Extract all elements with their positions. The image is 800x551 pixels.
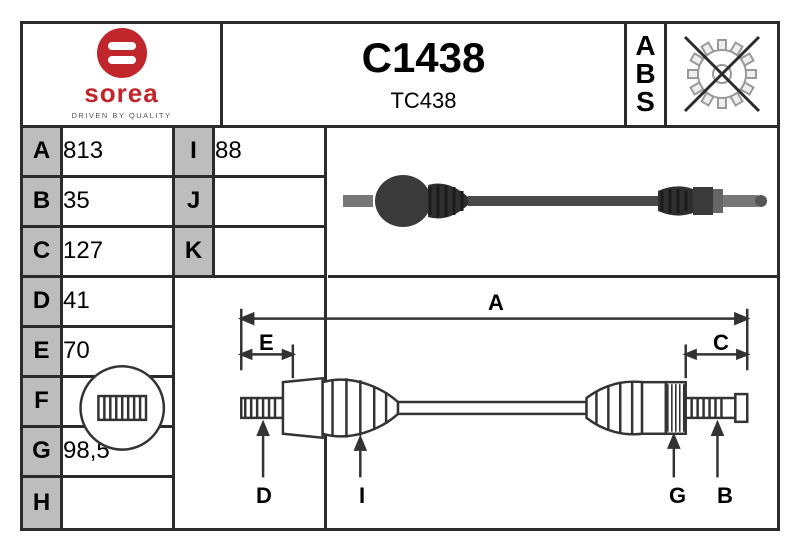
dim-label-A: A [488, 290, 504, 316]
spec-letter-A: A [23, 128, 63, 175]
header-row: sorea DRIVEN BY QUALITY C1438 TC438 A B … [23, 24, 777, 128]
spec-value-B: 35 [63, 187, 172, 215]
dim-label-B: B [717, 483, 733, 509]
dimension-diagram-svg [23, 278, 777, 528]
dim-label-C: C [713, 330, 729, 356]
spec-card: sorea DRIVEN BY QUALITY C1438 TC438 A B … [20, 21, 780, 531]
brand-logo-cell: sorea DRIVEN BY QUALITY [23, 24, 223, 125]
spec-letter-K: K [175, 228, 215, 275]
dim-label-I: I [359, 483, 365, 509]
spec-letter-B: B [23, 178, 63, 225]
brand-tagline: DRIVEN BY QUALITY [72, 111, 172, 120]
spec-letter-C: C [23, 228, 63, 275]
spec-letter-J: J [175, 178, 215, 225]
part-title-cell: C1438 TC438 [223, 24, 627, 125]
abs-gear-icon-cell [667, 24, 777, 125]
dim-label-D: D [256, 483, 272, 509]
abs-label-cell: A B S [627, 24, 667, 125]
brand-logo-icon [97, 28, 147, 78]
spec-value-A: 813 [63, 137, 172, 165]
figures-area: A E C D I G B [328, 128, 777, 528]
spec-value-C: 127 [63, 237, 172, 265]
part-number: C1438 [362, 34, 486, 82]
crossed-gear-icon [677, 29, 767, 119]
abs-letter-s: S [636, 88, 655, 116]
abs-letter-a: A [635, 32, 655, 60]
dimension-diagram: A E C D I G B [23, 278, 777, 528]
abs-letter-b: B [635, 60, 655, 88]
dim-label-G: G [669, 483, 686, 509]
alt-part-number: TC438 [390, 88, 456, 114]
drive-shaft-photo-icon [338, 141, 768, 261]
lower-area: A B C D E F G H 813 35 127 41 70 98,5 [23, 128, 777, 528]
spec-letter-I: I [175, 128, 215, 175]
brand-name: sorea [84, 78, 158, 109]
spec-value-I: 88 [215, 137, 324, 165]
product-photo [328, 128, 777, 278]
dim-label-E: E [259, 330, 274, 356]
